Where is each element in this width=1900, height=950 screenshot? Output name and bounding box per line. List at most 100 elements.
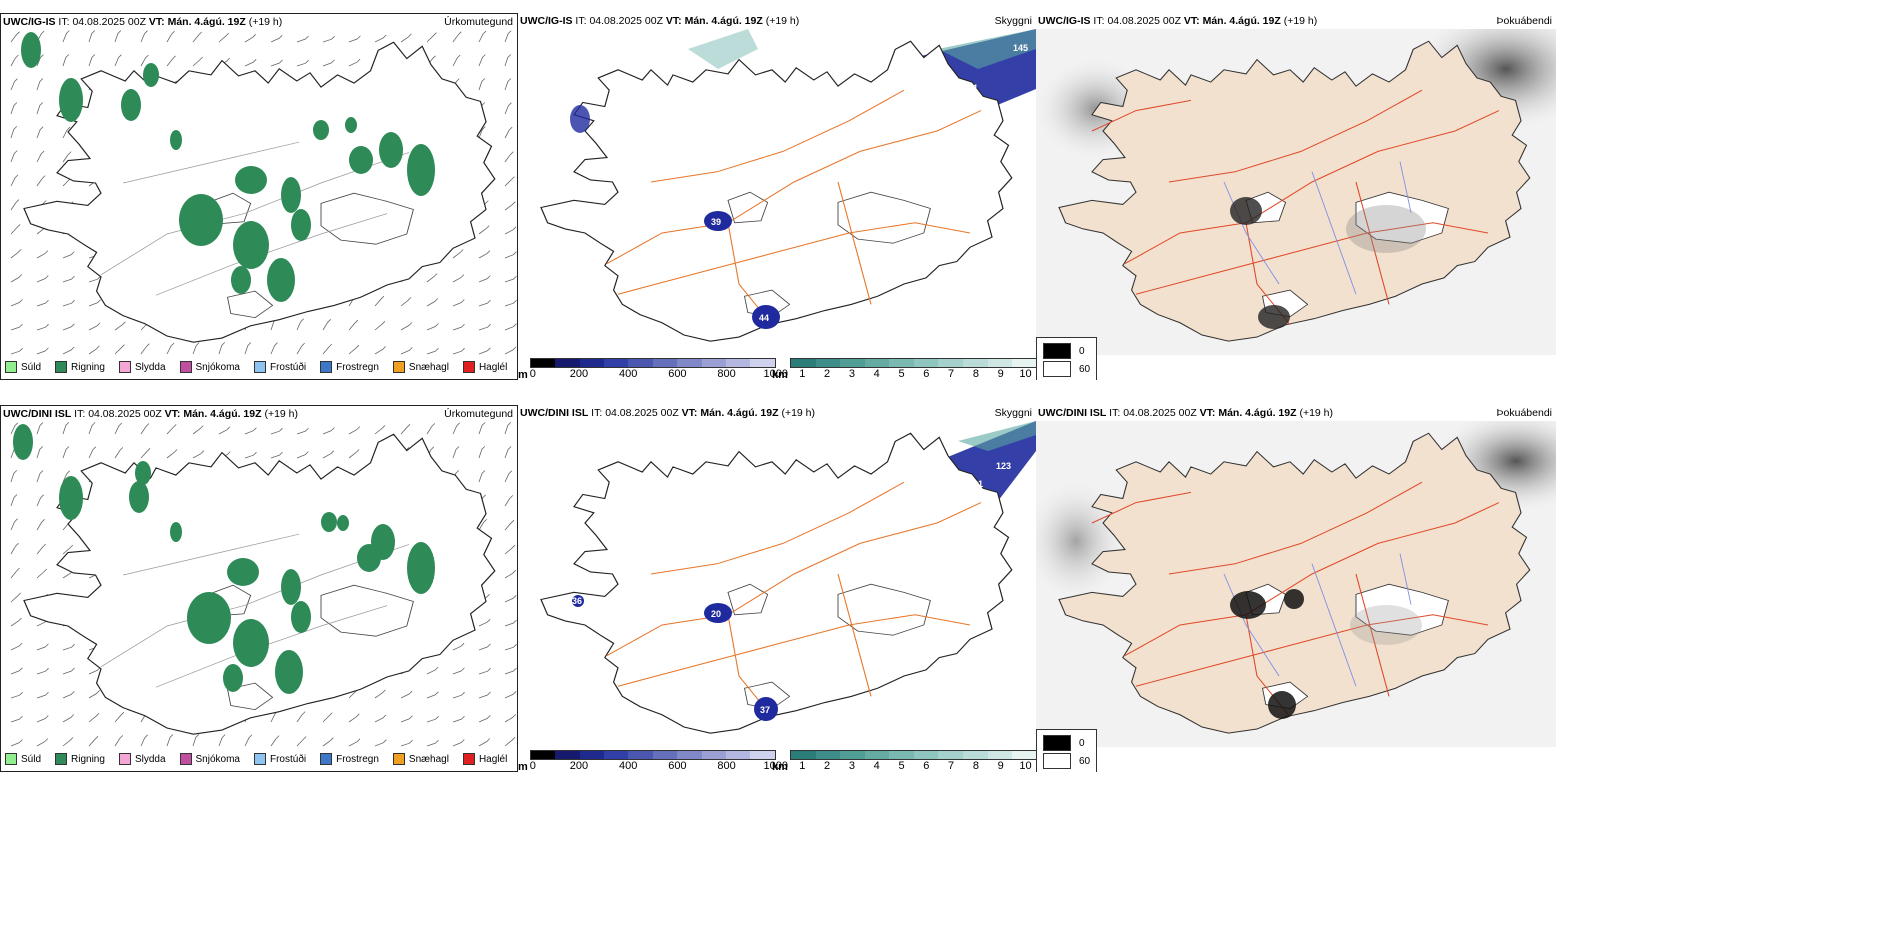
colorbar-tick: 1000 <box>763 368 789 380</box>
visibility-panel-2: UWC/DINI ISL IT: 04.08.2025 00Z VT: Mán.… <box>518 405 1036 772</box>
colorbar-cell <box>701 751 727 759</box>
wind-barb <box>270 735 280 747</box>
lead-time: (+19 h) <box>1283 15 1318 27</box>
wind-barb <box>244 451 257 459</box>
wind-barb <box>374 346 386 355</box>
wind-barb <box>322 319 331 331</box>
colorbar-cell <box>815 359 841 367</box>
rain-area <box>371 524 395 560</box>
colorbar-cell <box>750 751 775 759</box>
lead-time: (+19 h) <box>781 407 816 419</box>
wind-barb <box>192 450 205 459</box>
ceiling-unit: m <box>518 369 528 380</box>
wind-barb <box>36 422 44 435</box>
wind-barb <box>10 642 23 651</box>
wind-barb <box>10 715 23 723</box>
wind-barb <box>36 299 49 307</box>
it-value: 04.08.2025 00Z <box>605 407 679 419</box>
roads <box>1091 89 1500 326</box>
ceiling-value: 20 <box>711 609 721 619</box>
legend-item: Snæhagl <box>392 361 449 373</box>
legend-swatch <box>253 361 266 373</box>
wind-barb <box>478 667 491 675</box>
ceiling-value: 81 <box>968 83 978 93</box>
it-label: IT: <box>58 16 70 28</box>
wind-barb <box>478 618 491 627</box>
vt-value: Mán. 4.ágú. 19Z <box>684 15 763 27</box>
wind-barb <box>296 59 309 67</box>
wind-barb <box>62 54 70 67</box>
wind-barb <box>504 519 515 531</box>
legend-item: Haglél <box>462 753 507 765</box>
wind-barb <box>426 423 436 435</box>
vt-label: VT: <box>164 408 181 420</box>
wind-barb <box>504 667 517 675</box>
rivers <box>1223 161 1412 295</box>
rain-area <box>275 650 303 694</box>
wind-barb <box>478 470 486 483</box>
legend-swatch <box>5 361 17 373</box>
colorbar-cell <box>790 359 816 367</box>
vt-value: Mán. 4.ágú. 19Z <box>700 407 779 419</box>
wind-barb <box>504 54 512 67</box>
it-label: IT: <box>591 407 603 419</box>
roads <box>100 533 410 688</box>
wind-barb <box>244 734 253 747</box>
rain-area <box>231 266 251 294</box>
wind-barb <box>62 422 70 435</box>
legend-item: Frostregn <box>320 753 379 765</box>
wind-barb <box>10 54 19 67</box>
it-value: 04.08.2025 00Z <box>589 15 663 27</box>
colorbar-cell <box>938 751 964 759</box>
wind-barb <box>10 567 20 579</box>
wind-barb <box>244 427 257 435</box>
wind-barb <box>400 347 413 355</box>
colorbar-cell <box>628 751 653 759</box>
legend-label: Snæhagl <box>408 753 449 765</box>
it-label: IT: <box>74 408 86 420</box>
ceiling-unit: m <box>518 761 528 772</box>
rain-area <box>291 601 311 633</box>
wind-barb <box>166 30 175 43</box>
wind-barb <box>88 446 97 459</box>
wind-barb <box>10 199 20 211</box>
wind-barb <box>140 734 148 747</box>
wind-barb <box>62 299 75 307</box>
ceiling-spot <box>704 211 732 231</box>
colorbar-tick: 200 <box>569 368 589 380</box>
legend-item: Frostregn <box>320 361 379 373</box>
legend-item: Haglél <box>462 361 507 373</box>
legend-swatch <box>55 361 68 373</box>
rain-area <box>59 78 83 122</box>
rain-area <box>233 221 269 269</box>
wind-barb <box>296 35 309 43</box>
wind-barb <box>114 30 122 43</box>
fog-panel-2: UWC/DINI ISL IT: 04.08.2025 00Z VT: Mán.… <box>1036 405 1556 772</box>
wind-barb <box>322 427 335 435</box>
ceiling-value: 123 <box>996 461 1011 471</box>
wind-barb <box>478 323 491 331</box>
vt-label: VT: <box>1199 407 1216 419</box>
wind-barb <box>88 54 96 67</box>
legend-item: Snjókoma <box>179 361 240 373</box>
legend-label: Frostúði <box>269 361 307 373</box>
lead-time: (+19 h) <box>264 408 299 420</box>
colorbar-tick: 2 <box>824 760 831 772</box>
visibility-panel-1: UWC/IG-IS IT: 04.08.2025 00Z VT: Mán. 4.… <box>518 13 1036 380</box>
it-label: IT: <box>1093 15 1105 27</box>
rain-area <box>267 258 295 302</box>
legend-item: Snjókoma <box>179 753 240 765</box>
wind-barb <box>348 344 360 355</box>
colorbar-cell <box>889 751 914 759</box>
rain-area <box>407 144 435 196</box>
legend-label: Frostregn <box>336 753 379 765</box>
wind-barb <box>504 126 513 139</box>
wind-barb <box>10 470 18 483</box>
colorbar-tick: 3 <box>848 760 855 772</box>
wind-barb <box>478 422 486 435</box>
wind-barb <box>62 470 70 483</box>
colorbar-cell <box>864 359 890 367</box>
precip-legend: Súld Rigning Slydda Snjókoma Frostúði Frostre… <box>5 361 507 373</box>
wind-barb <box>88 299 101 307</box>
wind-barb <box>192 31 202 43</box>
